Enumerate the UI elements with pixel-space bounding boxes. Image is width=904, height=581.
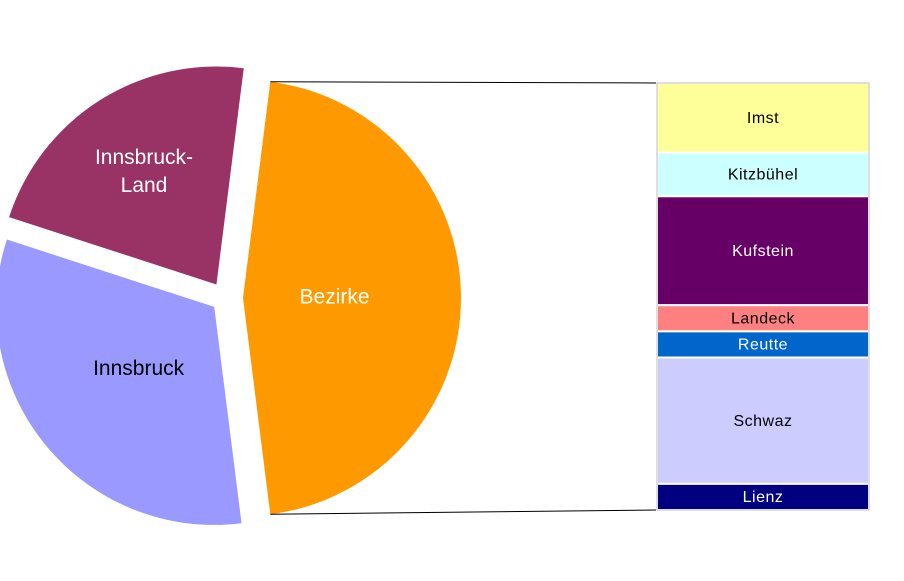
bar-label-reutte: Reutte — [738, 337, 788, 354]
pie-slice-innsbruck-land — [9, 66, 244, 285]
bar-label-schwaz: Schwaz — [733, 413, 792, 430]
bar-segment-kitzbuhel — [656, 151, 870, 198]
bar-label-landeck: Landeck — [731, 311, 795, 328]
pie-label-innsbruck: Innsbruck — [93, 357, 185, 380]
bar-label-kufstein: Kufstein — [732, 243, 794, 260]
pie-slice-innsbruck — [0, 239, 242, 525]
pie-label-innsbruck-land: Innsbruck-Land — [95, 145, 193, 196]
pie-slice-bezirke — [243, 81, 461, 515]
bar-label-lienz: Lienz — [743, 489, 784, 506]
stacked-bar-group: Imst Kitzbühel Kufstein Landeck Reutte Schwaz… — [656, 82, 870, 512]
bar-label-kitzbuhel: Kitzbühel — [728, 167, 798, 184]
connector-line-top — [270, 81, 658, 84]
connector-lines — [270, 81, 658, 515]
connector-line-bottom — [270, 509, 658, 515]
pie-label-bezirke: Bezirke — [300, 286, 370, 309]
bar-outline — [656, 82, 870, 511]
bar-label-imst: Imst — [747, 110, 779, 127]
pie-group: Innsbruck-Land Bezirke Innsbruck — [0, 66, 461, 525]
